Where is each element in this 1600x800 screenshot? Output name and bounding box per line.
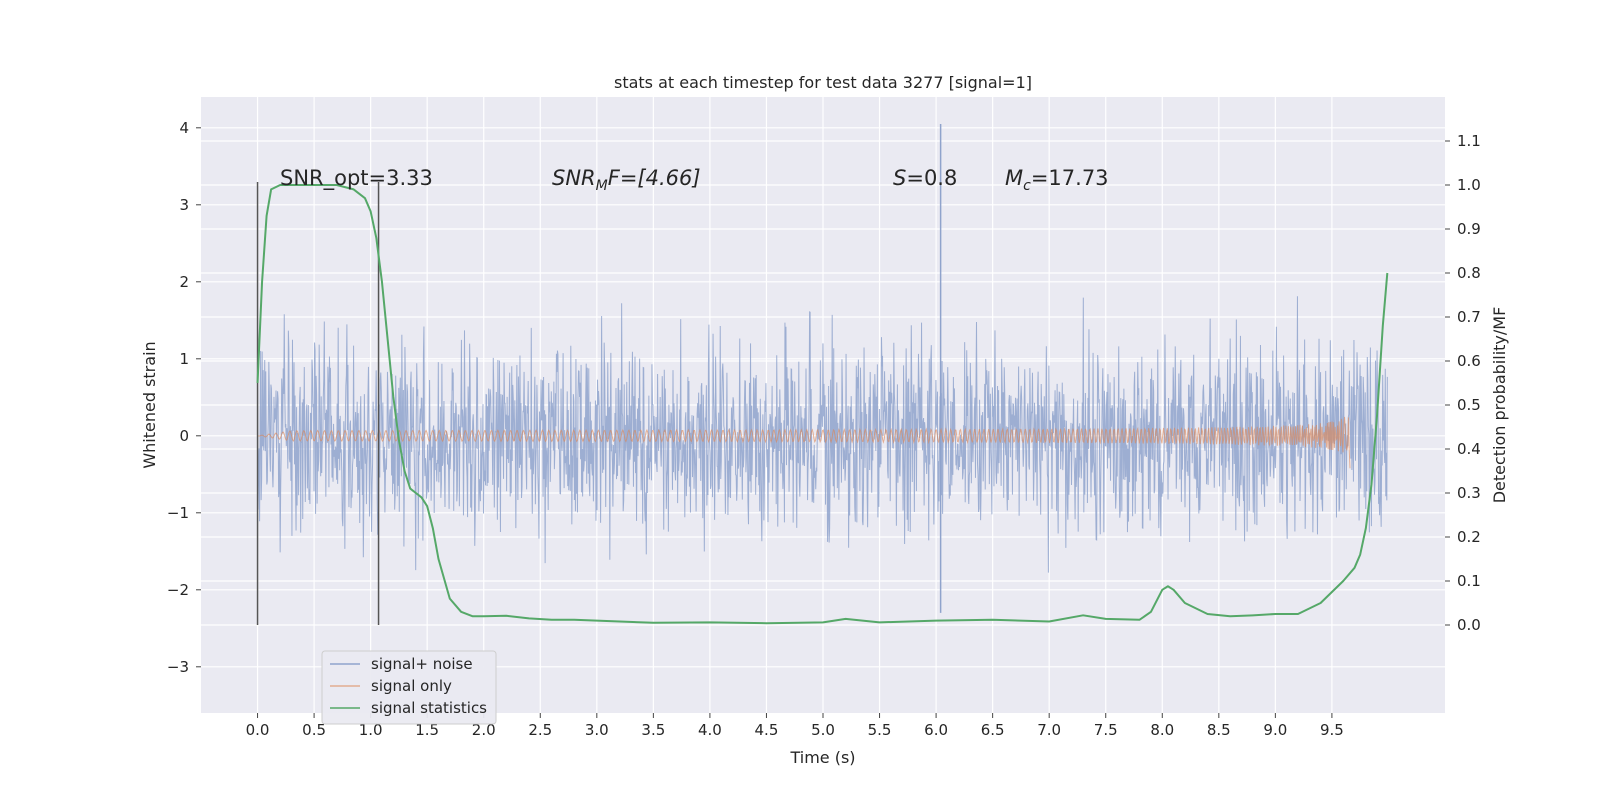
x-tick-label: 5.0 xyxy=(811,721,835,739)
series-signal-noise xyxy=(257,123,1388,613)
y-left-tick-label: −2 xyxy=(167,581,189,599)
x-tick-label: 3.5 xyxy=(641,721,665,739)
y-right-tick-label: 1.1 xyxy=(1457,132,1481,150)
x-tick-label: 8.5 xyxy=(1207,721,1231,739)
x-tick-label: 3.0 xyxy=(585,721,609,739)
annotation-snr-opt: SNR_opt=3.33 xyxy=(280,166,433,191)
y-left-tick-label: 1 xyxy=(179,350,189,368)
y-right-tick-label: 0.9 xyxy=(1457,220,1481,238)
x-axis-ticks: 0.0 0.5 1.0 1.5 2.0 2.5 3.0 3.5 4.0 4.5 5.0 5.5 6.0 6… xyxy=(246,713,1344,739)
x-tick-label: 8.0 xyxy=(1150,721,1174,739)
y-right-tick-label: 0.7 xyxy=(1457,308,1481,326)
y-left-tick-label: −1 xyxy=(167,504,189,522)
y-axis-left-title: Whitened strain xyxy=(140,341,159,468)
legend-label-signal-statistics: signal statistics xyxy=(371,699,487,717)
legend-label-signal-noise: signal+ noise xyxy=(371,655,473,673)
x-tick-label: 4.0 xyxy=(698,721,722,739)
x-tick-label: 6.5 xyxy=(981,721,1005,739)
x-tick-label: 1.5 xyxy=(415,721,439,739)
legend-label-signal-only: signal only xyxy=(371,677,452,695)
signal-statistics-line xyxy=(256,184,1389,625)
y-left-tick-label: 4 xyxy=(179,119,189,137)
signal-noise-line xyxy=(257,296,1388,573)
chart-title: stats at each timestep for test data 327… xyxy=(614,73,1032,92)
y-right-tick-label: 0.6 xyxy=(1457,352,1481,370)
y-axis-left-ticks: −3 −2 −1 0 1 2 3 4 xyxy=(167,119,201,676)
x-tick-label: 2.0 xyxy=(472,721,496,739)
x-tick-label: 7.0 xyxy=(1037,721,1061,739)
signal-only-line xyxy=(257,416,1351,469)
y-axis-right-title: Detection probability/MF xyxy=(1490,307,1509,504)
x-tick-label: 7.5 xyxy=(1094,721,1118,739)
x-tick-label: 9.0 xyxy=(1263,721,1287,739)
y-right-tick-label: 0.1 xyxy=(1457,572,1481,590)
x-tick-label: 6.0 xyxy=(924,721,948,739)
legend-box xyxy=(321,650,497,725)
y-right-tick-label: 0.2 xyxy=(1457,528,1481,546)
y-right-tick-label: 0.3 xyxy=(1457,484,1481,502)
x-tick-label: 0.0 xyxy=(246,721,270,739)
annotation-mc: Mc=17.73 xyxy=(1005,166,1109,194)
y-right-tick-label: 1.0 xyxy=(1457,176,1481,194)
y-left-tick-label: 3 xyxy=(179,196,189,214)
y-right-tick-label: 0.5 xyxy=(1457,396,1481,414)
x-tick-label: 2.5 xyxy=(528,721,552,739)
x-axis-title: Time (s) xyxy=(789,748,855,767)
x-tick-label: 0.5 xyxy=(302,721,326,739)
y-right-tick-label: 0.0 xyxy=(1457,616,1481,634)
x-tick-label: 1.0 xyxy=(359,721,383,739)
annotation-s: S=0.8 xyxy=(893,166,957,190)
y-axis-right-ticks: 0.0 0.1 0.2 0.3 0.4 0.5 0.6 0.7 0.8 0.9 1.0 1.1 xyxy=(1445,132,1481,634)
legend: signal+ noise signal only signal statist… xyxy=(321,650,497,725)
y-right-tick-label: 0.8 xyxy=(1457,264,1481,282)
y-left-tick-label: 2 xyxy=(179,273,189,291)
x-tick-label: 5.5 xyxy=(868,721,892,739)
x-tick-label: 9.5 xyxy=(1320,721,1344,739)
series-signal-only xyxy=(257,416,1351,469)
annotation-snr-mf: SNRMF=[4.66] xyxy=(552,166,701,194)
series-signal-statistics xyxy=(256,184,1389,625)
x-tick-label: 4.5 xyxy=(755,721,779,739)
y-right-tick-label: 0.4 xyxy=(1457,440,1481,458)
y-left-tick-label: −3 xyxy=(167,658,189,676)
y-left-tick-label: 0 xyxy=(179,427,189,445)
